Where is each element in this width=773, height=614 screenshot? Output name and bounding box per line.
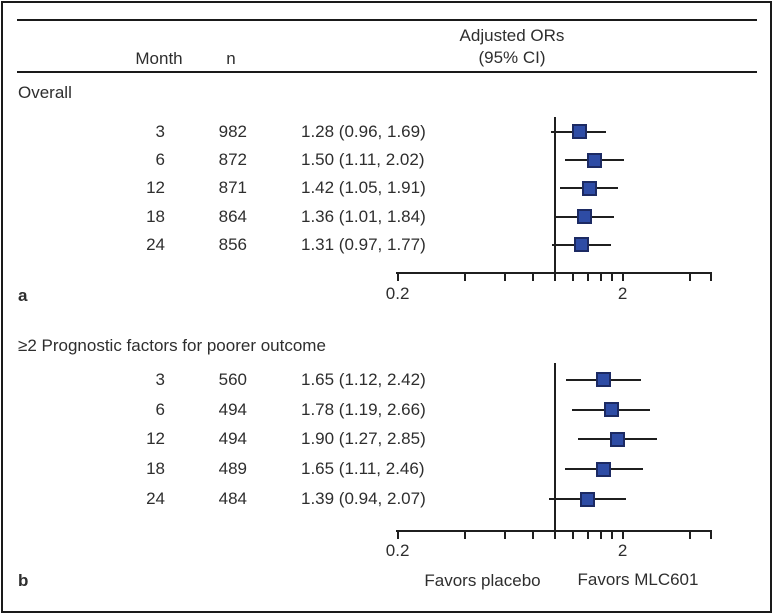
n-cell: 871 [218,178,247,198]
x-axis-tick [689,529,692,539]
or-marker [579,491,595,507]
panel-b-label: b [18,571,29,590]
or-ci-text-cell: 1.36 (1.01, 1.84) [301,206,426,226]
x-axis-tick [621,529,624,539]
x-axis-tick [532,272,535,281]
or-marker [610,431,626,447]
month-cell: 24 [146,234,165,254]
x-axis-tick [586,529,589,539]
column-header-month: Month [135,49,183,68]
n-cell: 494 [218,399,247,419]
x-axis-tick [571,529,574,539]
n-cell: 494 [218,429,247,449]
x-axis-tick-label: 2 [617,541,628,560]
panel-a-title: Overall [18,83,72,102]
month-cell: 18 [146,459,165,479]
n-cell: 484 [218,489,247,508]
x-axis-tick [586,272,589,281]
column-header-or-line2: (95% CI) [478,48,546,67]
panel-a-label: a [18,286,28,305]
favors-placebo-label: Favors placebo [424,571,541,590]
or-marker [596,461,612,477]
or-ci-text-cell: 1.28 (0.96, 1.69) [301,121,426,141]
month-cell: 3 [155,369,165,389]
x-axis-tick [504,272,506,281]
x-axis-tick-label: 0.2 [385,284,410,303]
or-marker [577,209,593,225]
x-axis-tick [611,272,614,281]
x-axis-tick-label: 2 [617,284,628,303]
or-ci-text-cell: 1.65 (1.11, 2.46) [301,459,425,479]
or-marker [573,237,589,253]
x-axis-tick-label: 0.2 [385,541,410,560]
n-cell: 489 [218,459,247,479]
n-cell: 982 [218,121,247,141]
x-axis-tick [504,529,506,539]
month-cell: 24 [146,489,165,508]
or-marker [581,180,597,196]
x-axis-tick [599,529,602,539]
x-axis-tick [599,272,602,281]
or-ci-text-cell: 1.65 (1.12, 2.42) [301,369,426,389]
x-axis-tick [553,272,556,281]
or-marker [571,124,587,140]
x-axis-tick [689,272,692,281]
x-axis-tick [464,529,467,539]
n-cell: 856 [218,234,247,254]
or-marker [596,372,612,388]
panel-b-title: ≥2 Prognostic factors for poorer outcome [18,336,326,355]
n-cell: 560 [218,369,247,389]
month-cell: 3 [155,121,165,141]
month-cell: 6 [155,399,165,419]
x-axis-tick [553,529,556,539]
x-axis-tick [396,529,399,539]
column-header-or-line1: Adjusted ORs [459,26,565,45]
or-ci-text-cell: 1.78 (1.19, 2.66) [301,399,426,419]
month-cell: 12 [146,429,165,449]
favors-mlc601-label: Favors MLC601 [577,570,699,589]
month-cell: 6 [155,150,165,169]
or-ci-text-cell: 1.31 (0.97, 1.77) [301,234,426,254]
month-cell: 18 [146,206,165,226]
x-axis-end-tick [710,272,712,281]
reference-line [553,363,556,532]
x-axis-tick [532,529,535,539]
or-ci-text-cell: 1.39 (0.94, 2.07) [301,489,426,508]
x-axis-end-tick [710,529,712,539]
or-ci-text-cell: 1.90 (1.27, 2.85) [301,429,426,449]
or-ci-text-cell: 1.42 (1.05, 1.91) [301,178,426,198]
column-header-n: n [226,49,236,68]
x-axis-tick [396,272,399,281]
x-axis-tick [464,272,467,281]
n-cell: 872 [218,150,247,169]
x-axis-tick [611,529,614,539]
header-bottom-rule [17,71,757,73]
month-cell: 12 [146,178,165,198]
header-top-rule [17,19,757,21]
or-marker [587,152,602,168]
n-cell: 864 [218,206,247,226]
x-axis-tick [571,272,574,281]
or-ci-text-cell: 1.50 (1.11, 2.02) [301,150,425,169]
x-axis-tick [621,272,624,281]
or-marker [603,402,619,418]
reference-line [553,117,556,274]
